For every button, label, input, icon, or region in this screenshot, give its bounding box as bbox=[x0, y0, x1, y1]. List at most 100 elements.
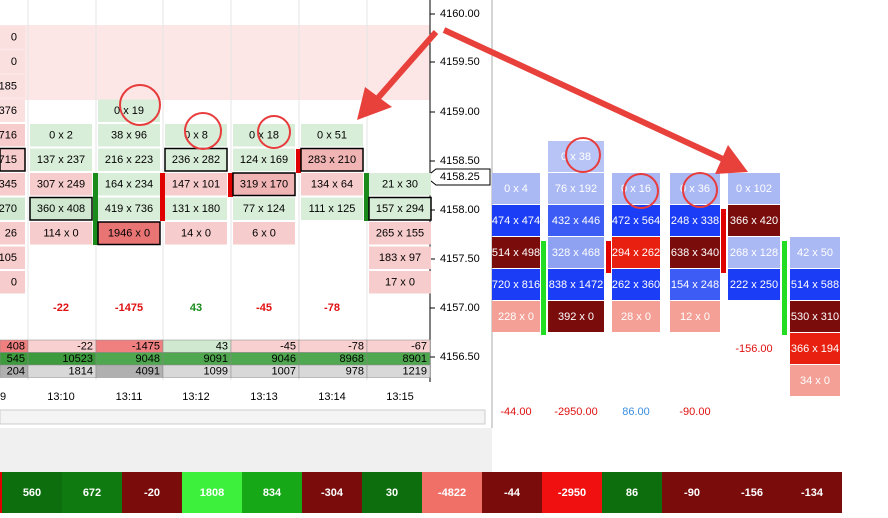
right-cell bbox=[548, 237, 604, 268]
price-label: 4156.50 bbox=[440, 351, 480, 363]
delta-bars bbox=[93, 149, 787, 335]
right-delta: -2950.00 bbox=[554, 406, 597, 418]
price-label: 4160.00 bbox=[440, 8, 480, 20]
bottom-text: -2950 bbox=[558, 487, 586, 499]
right-cell bbox=[670, 301, 720, 332]
summary-text: 1219 bbox=[403, 365, 427, 377]
cell-text: 21 x 30 bbox=[382, 178, 418, 190]
right-cell-text: 34 x 0 bbox=[800, 375, 830, 387]
footprint-cell bbox=[29, 196, 93, 221]
summary-text: 204 bbox=[7, 365, 25, 377]
bottom-cell bbox=[542, 472, 602, 513]
footprint-cell bbox=[0, 246, 25, 269]
right-cell bbox=[492, 205, 540, 236]
price-label: 4159.50 bbox=[440, 56, 480, 68]
summary-text: -67 bbox=[411, 340, 427, 352]
bar-delta: -78 bbox=[324, 302, 340, 314]
cell-text: 0 bbox=[11, 31, 17, 43]
cell-text: 0 x 18 bbox=[249, 129, 279, 141]
cell-text: 111 x 125 bbox=[309, 203, 356, 215]
time-label: 13:14 bbox=[318, 391, 346, 403]
cell-text: 114 x 0 bbox=[43, 227, 78, 239]
time-label: 13:12 bbox=[182, 391, 210, 403]
cell-text: 419 x 736 bbox=[105, 203, 153, 215]
footprint-cell bbox=[30, 148, 92, 171]
footprint-cell bbox=[0, 99, 25, 122]
cell-text: 236 x 282 bbox=[172, 154, 220, 166]
summary-text: 545 bbox=[7, 353, 25, 365]
bottom-text: -44 bbox=[504, 487, 521, 499]
summary-text: -1475 bbox=[132, 340, 160, 352]
bottom-text: 86 bbox=[626, 487, 638, 499]
annotation-arrows bbox=[357, 27, 748, 174]
right-cell-text: 0 x 16 bbox=[621, 183, 651, 195]
right-cell bbox=[492, 269, 540, 300]
summary-text: 1814 bbox=[69, 365, 93, 377]
bottom-cell bbox=[662, 472, 722, 513]
footprint-cell bbox=[233, 124, 295, 147]
right-cell bbox=[728, 173, 780, 204]
right-cell-text: 0 x 102 bbox=[736, 183, 772, 195]
current-price: 4158.25 bbox=[440, 171, 480, 183]
right-cell bbox=[790, 237, 840, 268]
cell-text: 38 x 96 bbox=[111, 129, 147, 141]
bar-delta: -22 bbox=[53, 302, 69, 314]
footprint-cell bbox=[0, 173, 25, 196]
right-cell-text: 0 x 4 bbox=[504, 183, 528, 195]
bottom-cell bbox=[722, 472, 782, 513]
footprint-cell bbox=[98, 173, 160, 196]
price-label: 4157.50 bbox=[440, 253, 480, 265]
cell-text: 183 x 97 bbox=[379, 252, 421, 264]
right-cell-text: 720 x 816 bbox=[492, 279, 540, 291]
price-label: 4159.00 bbox=[440, 106, 480, 118]
footprint-cell bbox=[369, 222, 431, 245]
right-cell-text: 0 x 36 bbox=[680, 183, 710, 195]
right-cell-text: 530 x 310 bbox=[791, 311, 839, 323]
cell-text: 0 x 19 bbox=[114, 105, 144, 117]
footprint-cell bbox=[98, 99, 160, 122]
summary-text: 1007 bbox=[272, 365, 296, 377]
footprint-cell bbox=[98, 148, 160, 171]
right-cell bbox=[548, 301, 604, 332]
bottom-cell bbox=[482, 472, 542, 513]
price-label: 4158.00 bbox=[440, 204, 480, 216]
bar-delta: 43 bbox=[190, 302, 202, 314]
footprint-cell bbox=[98, 197, 160, 220]
footprint-cell bbox=[165, 124, 227, 147]
footprint-cell bbox=[0, 197, 25, 220]
right-cell bbox=[612, 237, 660, 268]
footprint-cell bbox=[369, 271, 431, 294]
bottom-cell bbox=[362, 472, 422, 513]
footprint-cell bbox=[301, 173, 363, 196]
right-cell bbox=[670, 237, 720, 268]
time-label: 13:15 bbox=[386, 391, 414, 403]
bottom-text: 834 bbox=[263, 487, 282, 499]
summary-text: 43 bbox=[216, 340, 228, 352]
summary-text: 408 bbox=[7, 340, 25, 352]
summary-text: 9048 bbox=[136, 353, 160, 365]
footprint-cell bbox=[301, 197, 363, 220]
cell-text: 0 bbox=[11, 56, 17, 68]
cell-text: 376 bbox=[0, 105, 17, 117]
cell-text: 137 x 237 bbox=[37, 154, 85, 166]
right-cell bbox=[670, 205, 720, 236]
right-cell bbox=[670, 269, 720, 300]
bottom-text: 30 bbox=[386, 487, 398, 499]
right-cell bbox=[728, 205, 780, 236]
footprint-cell bbox=[233, 197, 295, 220]
footprint-cell bbox=[165, 222, 227, 245]
cell-text: 14 x 0 bbox=[181, 227, 211, 239]
bottom-cell bbox=[302, 472, 362, 513]
cell-text: 17 x 0 bbox=[385, 276, 415, 288]
current-price-marker bbox=[425, 168, 491, 186]
right-cell-text: 472 x 564 bbox=[612, 215, 660, 227]
bottom-cell bbox=[62, 472, 122, 513]
right-cell-text: 432 x 446 bbox=[552, 215, 600, 227]
cell-text: 715 bbox=[0, 154, 17, 166]
right-cell-text: 366 x 194 bbox=[791, 343, 839, 355]
time-label: 13:11 bbox=[116, 391, 143, 403]
right-cell-text: 328 x 468 bbox=[552, 247, 600, 259]
scrollbar[interactable] bbox=[0, 409, 486, 425]
right-cell bbox=[548, 173, 604, 204]
right-cell-text: 294 x 262 bbox=[612, 247, 660, 259]
